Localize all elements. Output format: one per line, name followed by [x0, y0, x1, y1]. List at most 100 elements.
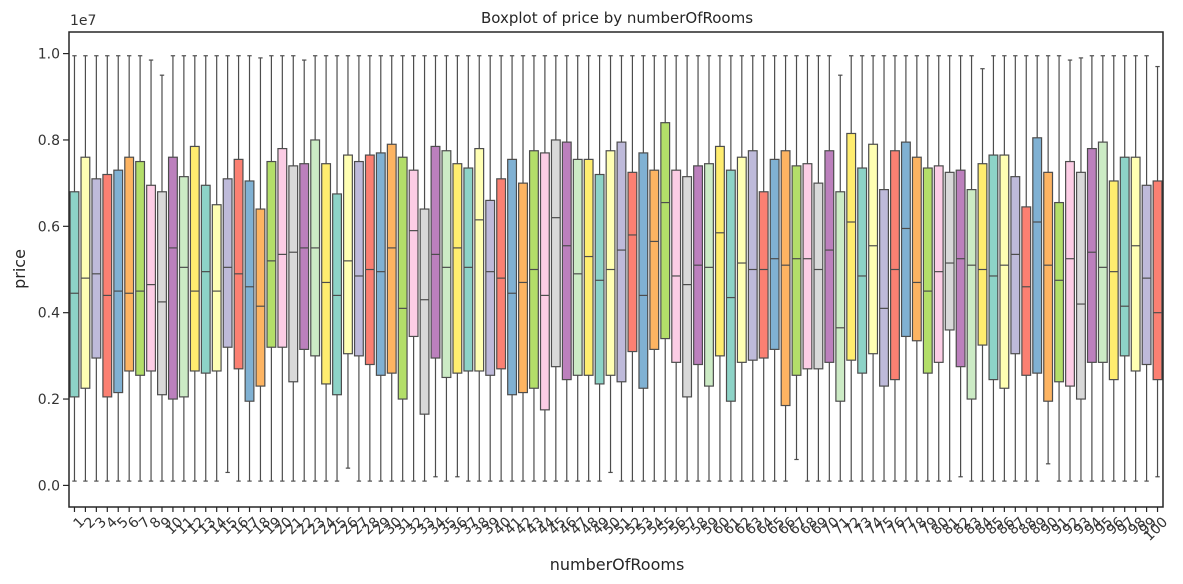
box-group — [671, 55, 682, 482]
iqr-box — [704, 163, 714, 387]
box-group — [1032, 55, 1043, 482]
iqr-box — [474, 147, 485, 372]
box-group — [1097, 55, 1108, 482]
box-group — [550, 55, 561, 482]
iqr-box — [1097, 141, 1108, 363]
box-group — [496, 55, 507, 482]
box-group — [200, 55, 211, 482]
box-group — [857, 55, 868, 482]
iqr-box — [255, 208, 266, 387]
iqr-box — [178, 176, 189, 398]
box-group — [758, 55, 769, 482]
iqr-box — [857, 167, 868, 374]
box-group — [725, 55, 736, 482]
box-group — [900, 55, 911, 482]
iqr-box — [113, 169, 124, 394]
box-group — [911, 55, 922, 482]
box-group — [518, 55, 528, 482]
iqr-box — [550, 139, 561, 368]
iqr-box — [364, 154, 375, 366]
iqr-box — [80, 156, 91, 389]
y-tick-label: 0.0 — [38, 478, 60, 494]
iqr-box — [266, 160, 277, 348]
box-group — [485, 55, 496, 482]
iqr-box — [879, 189, 890, 387]
box-group — [299, 59, 310, 482]
box-group — [616, 55, 627, 482]
iqr-box — [616, 141, 627, 383]
box-group — [178, 55, 189, 482]
box-group — [835, 74, 846, 482]
iqr-box — [627, 171, 638, 353]
iqr-box — [802, 163, 813, 370]
iqr-box — [1152, 180, 1163, 381]
box-group — [310, 55, 321, 482]
box-group — [342, 55, 353, 469]
box-group — [704, 55, 714, 482]
box-group — [255, 57, 266, 482]
iqr-box — [1054, 201, 1065, 383]
box-group — [441, 55, 452, 482]
iqr-box — [605, 150, 616, 376]
box-group — [474, 55, 485, 482]
y-scale-note: 1e7 — [70, 13, 96, 29]
box-group — [233, 55, 244, 482]
y-axis-title: price — [10, 249, 29, 289]
iqr-box — [1130, 156, 1141, 372]
box-group — [408, 55, 419, 482]
box-group — [747, 55, 758, 482]
box-group — [1010, 55, 1021, 482]
iqr-box — [714, 145, 725, 357]
iqr-box — [1108, 180, 1119, 381]
box-group — [102, 55, 113, 482]
iqr-box — [900, 141, 911, 338]
box-group — [933, 55, 944, 482]
box-group — [1152, 65, 1163, 478]
iqr-box — [791, 165, 802, 376]
iqr-box — [682, 176, 693, 398]
iqr-box — [1043, 171, 1054, 402]
iqr-box — [244, 180, 255, 402]
iqr-box — [671, 169, 682, 363]
box-group — [660, 55, 671, 482]
box-group — [430, 55, 441, 478]
box-group — [124, 55, 135, 482]
iqr-box — [342, 154, 353, 355]
iqr-box — [758, 191, 769, 359]
box-group — [91, 55, 102, 482]
iqr-box — [288, 165, 299, 383]
iqr-box — [977, 163, 988, 346]
iqr-box — [91, 178, 102, 359]
iqr-box — [507, 158, 518, 396]
iqr-box — [769, 158, 780, 350]
box-group — [1130, 55, 1141, 482]
iqr-box — [1010, 176, 1021, 355]
box-group — [879, 55, 890, 482]
box-group — [288, 55, 299, 482]
box-group — [999, 55, 1010, 482]
y-tick-label: 0.8 — [38, 133, 60, 149]
iqr-box — [441, 150, 452, 379]
box-group — [1021, 55, 1032, 482]
iqr-box — [211, 204, 222, 372]
iqr-box — [1075, 171, 1086, 400]
iqr-box — [922, 167, 933, 374]
box-group — [714, 55, 725, 482]
iqr-box — [1119, 156, 1130, 357]
iqr-box — [660, 122, 671, 340]
iqr-box — [167, 156, 178, 400]
box-group — [452, 55, 463, 478]
iqr-box — [386, 143, 397, 374]
y-tick-label: 0.4 — [38, 306, 60, 322]
iqr-box — [725, 169, 736, 402]
iqr-box — [835, 191, 846, 402]
box-group — [113, 55, 124, 482]
iqr-box — [353, 160, 364, 357]
box-group — [80, 55, 91, 482]
iqr-box — [135, 160, 146, 376]
box-group — [386, 55, 397, 482]
plot-frame — [68, 31, 1164, 508]
box-group — [922, 55, 933, 482]
box-group — [824, 55, 835, 482]
